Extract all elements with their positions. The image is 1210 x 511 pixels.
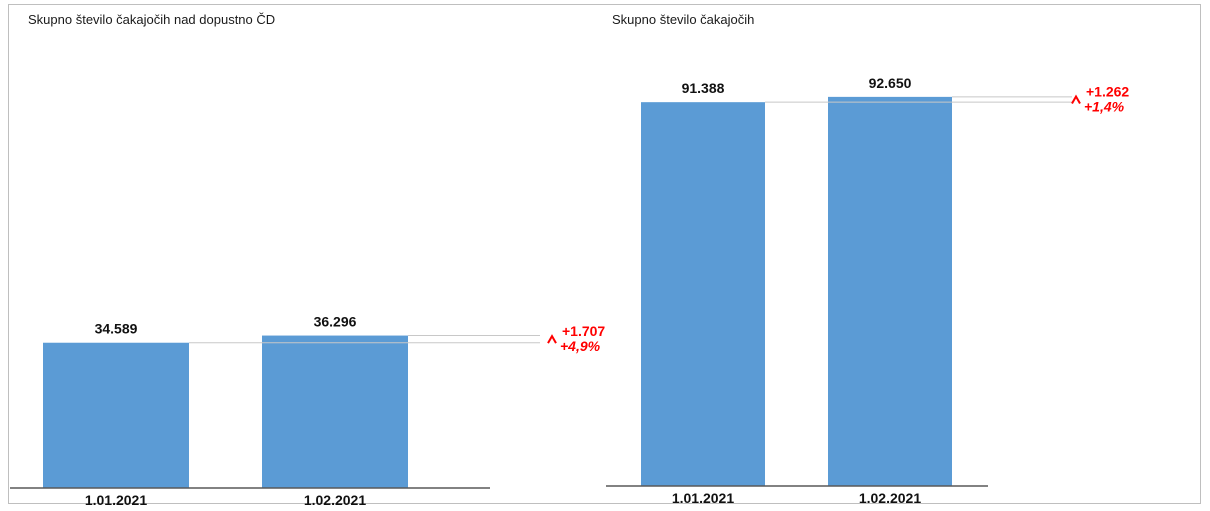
category-label: 1.02.2021 bbox=[304, 492, 366, 508]
bar-value-label: 34.589 bbox=[95, 321, 138, 337]
delta-absolute: +1.707 bbox=[562, 323, 605, 339]
bar-value-label: 92.650 bbox=[869, 75, 912, 91]
increase-arrow-icon bbox=[1071, 94, 1081, 105]
delta-absolute: +1.262 bbox=[1086, 84, 1129, 100]
category-label: 1.01.2021 bbox=[85, 492, 147, 508]
category-label: 1.02.2021 bbox=[859, 490, 921, 506]
bar-value-label: 36.296 bbox=[314, 314, 357, 330]
bar bbox=[262, 335, 408, 488]
chart-title-waiting-over-permitted: Skupno število čakajočih nad dopustno ČD bbox=[28, 12, 276, 27]
bar-value-label: 91.388 bbox=[682, 80, 725, 96]
delta-percent: +1,4% bbox=[1084, 99, 1125, 115]
chart-frame bbox=[8, 4, 1201, 504]
increase-arrow-icon bbox=[547, 334, 557, 344]
bar bbox=[641, 102, 765, 486]
bar bbox=[43, 342, 189, 488]
bar bbox=[828, 96, 952, 487]
chart-title-total-waiting: Skupno število čakajočih bbox=[612, 12, 755, 27]
category-label: 1.01.2021 bbox=[672, 490, 734, 506]
delta-percent: +4,9% bbox=[560, 338, 601, 354]
